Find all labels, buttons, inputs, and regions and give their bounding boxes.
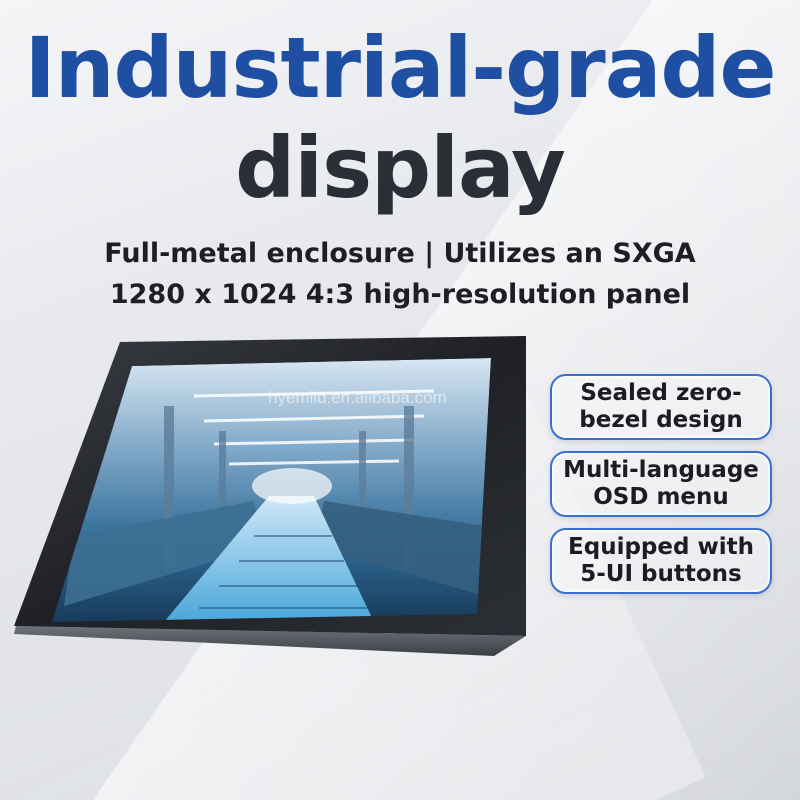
feature-badge-osd: Multi-language OSD menu bbox=[550, 451, 772, 517]
feature-badge-bezel: Sealed zero- bezel design bbox=[550, 374, 772, 440]
factory-production-line-image bbox=[52, 358, 491, 622]
headline-line1: Industrial-grade bbox=[24, 19, 776, 117]
subheadline-line2: 1280 x 1024 4:3 high-resolution panel bbox=[109, 279, 691, 310]
feature-badge-buttons: Equipped with 5-UI buttons bbox=[550, 528, 772, 594]
industrial-monitor-icon bbox=[14, 336, 530, 656]
feature-label: Multi-language OSD menu bbox=[563, 457, 759, 510]
feature-label: Sealed zero- bezel design bbox=[579, 380, 743, 433]
watermark: hyemild.en.alibaba.com bbox=[268, 388, 447, 407]
feature-label: Equipped with 5-UI buttons bbox=[568, 534, 754, 587]
subheadline-line1: Full-metal enclosure | Utilizes an SXGA bbox=[104, 238, 696, 269]
headline-line2: display bbox=[235, 119, 566, 217]
